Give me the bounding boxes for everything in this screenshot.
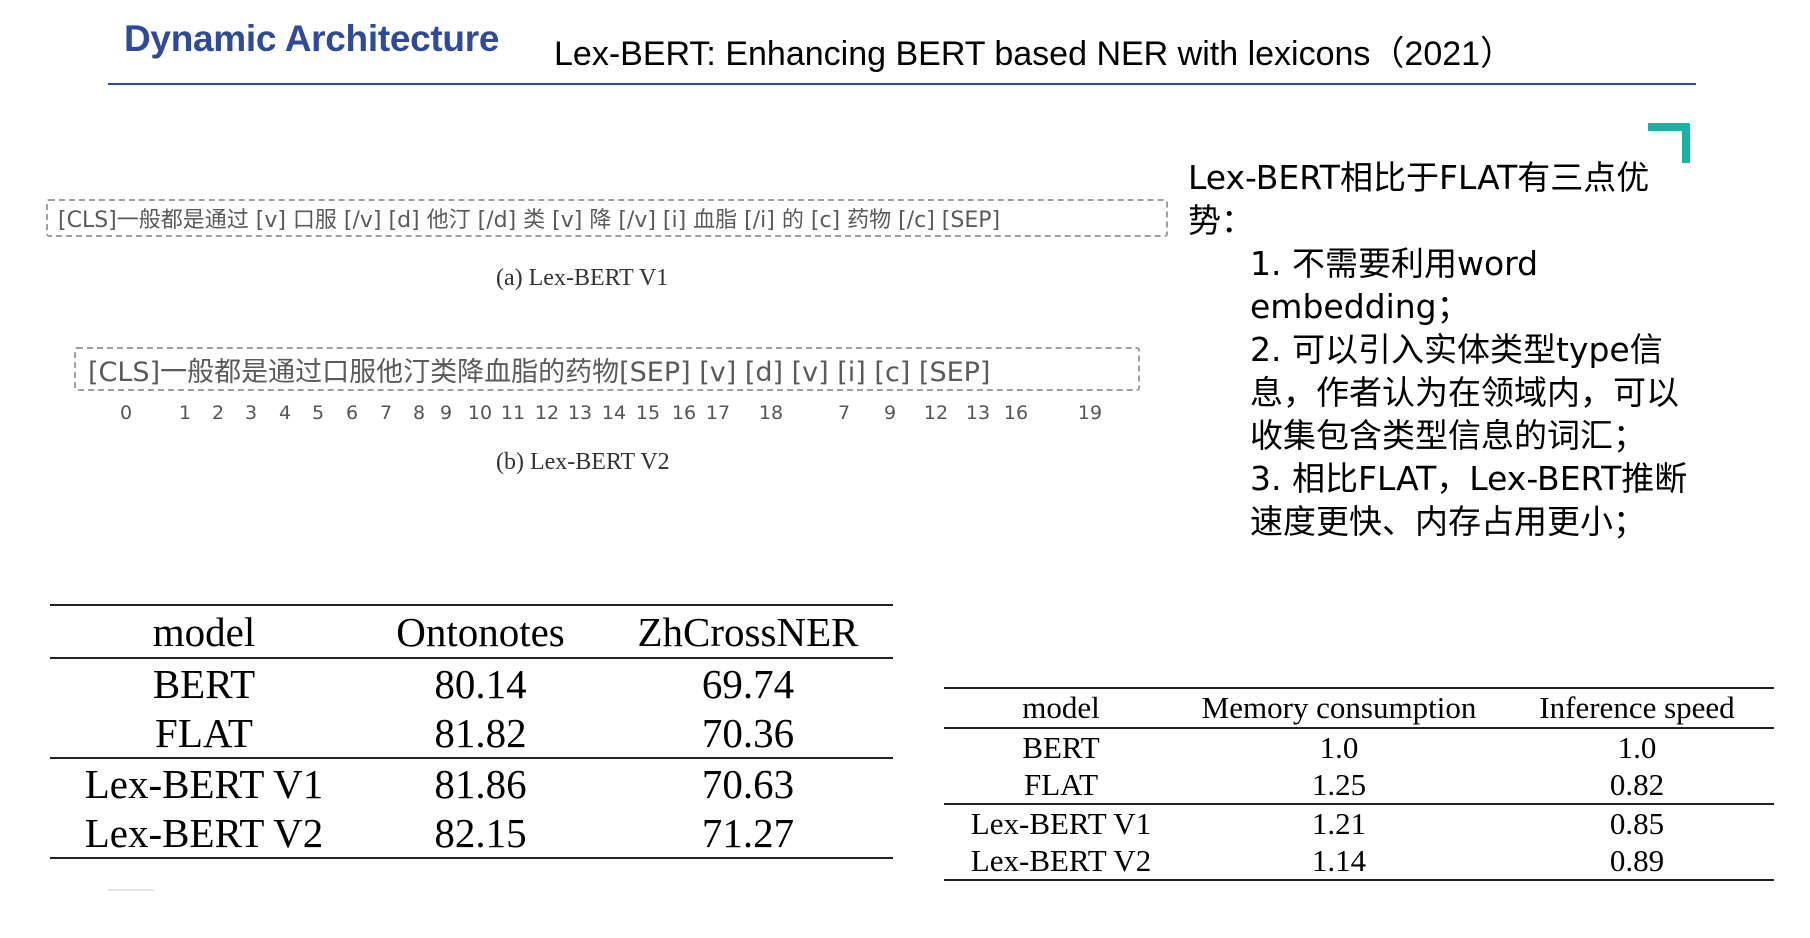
seq-v2-text: [CLS]一般都是通过口服他汀类降血脂的药物[SEP] [v] [d] [v] … [88,356,991,388]
corner-bracket-decoration [1648,123,1690,163]
header-cell: model [944,687,1178,729]
position-id: 11 [500,402,526,424]
position-id: 8 [412,402,426,424]
position-id: 7 [379,402,393,424]
position-id: 2 [211,402,225,424]
section-title: Dynamic Architecture [124,18,500,59]
position-id: 9 [439,402,453,424]
paper-title: Lex-BERT: Enhancing BERT based NER with … [554,35,1515,73]
table-cell: BERT [152,660,256,707]
position-id: 16 [671,402,697,424]
header-cell: model [50,604,358,659]
position-id: 12 [923,402,949,424]
table-cell: 80.14 [434,660,527,707]
header-divider [108,83,1696,85]
header-cell: Inference speed [1500,687,1774,729]
position-id: 7 [837,402,851,424]
advantages-intro: Lex-BERT相比于FLAT有三点优势： [1188,158,1650,240]
table-row: Lex-BERT V2 82.15 71.27 [50,808,893,859]
table-row: FLAT 1.25 0.82 [944,766,1774,804]
position-id: 14 [601,402,627,424]
table-cell: 70.63 [603,757,893,808]
advantage-item-1: 1. 不需要利用word embedding； [1250,244,1539,326]
table-cell: 1.21 [1178,803,1500,842]
table-row: BERT 80.14 69.74 [50,658,893,708]
table-cell: Lex-BERT V2 [944,842,1178,881]
table-cell: 0.89 [1500,842,1774,881]
position-id: 12 [534,402,560,424]
position-id: 13 [567,402,593,424]
position-id: 0 [119,402,133,424]
table-cell: BERT [1022,729,1100,765]
table-cell: 1.0 [1319,729,1359,765]
advantage-item-3: 3. 相比FLAT，Lex-BERT推断速度更快、内存占用更小； [1250,459,1688,541]
table-cell: Lex-BERT V1 [944,803,1178,842]
table-cell: 69.74 [701,660,795,707]
table-cell: 1.25 [1311,766,1367,802]
advantage-item-2: 2. 可以引入实体类型type信息，作者认为在领域内，可以收集包含类型信息的词汇… [1250,330,1679,455]
seq-v1-text: [CLS]一般都是通过 [v] 口服 [/v] [d] 他汀 [/d] 类 [v… [58,208,1001,233]
position-id: 1 [178,402,192,424]
table-cell: Lex-BERT V2 [50,808,358,859]
table-cell: 81.86 [358,757,603,808]
table-row: FLAT 81.82 70.36 [50,708,893,758]
table-cell: 1.0 [1617,729,1657,765]
position-id: 15 [635,402,661,424]
figure-caption-a: (a) Lex-BERT V1 [496,265,669,291]
table-cell: FLAT [155,709,253,756]
table-row: Lex-BERT V1 1.21 0.85 [944,803,1774,842]
table-cell: FLAT [1023,766,1099,802]
footer-divider [108,889,154,891]
table-cell: 82.15 [358,808,603,859]
table-cell: 70.36 [701,709,795,756]
table-row: Lex-BERT V1 81.86 70.63 [50,757,893,808]
ner-results-table: model Ontonotes ZhCrossNER BERT 80.14 69… [50,604,893,859]
table-cell: 71.27 [603,808,893,859]
position-id: 16 [1003,402,1029,424]
position-id: 4 [278,402,292,424]
position-id: 5 [311,402,325,424]
position-id: 18 [758,402,784,424]
position-id: 17 [705,402,731,424]
position-id: 13 [965,402,991,424]
table-header-row: model Memory consumption Inference speed [944,687,1774,729]
header-cell: ZhCrossNER [603,604,893,659]
lex-bert-v1-sequence: [CLS]一般都是通过 [v] 口服 [/v] [d] 他汀 [/d] 类 [v… [46,199,1168,237]
figure-caption-b: (b) Lex-BERT V2 [496,449,670,475]
header-cell: Memory consumption [1178,687,1500,729]
table-row: Lex-BERT V2 1.14 0.89 [944,842,1774,881]
position-id: 3 [244,402,258,424]
table-row: BERT 1.0 1.0 [944,728,1774,766]
table-cell: 0.85 [1500,803,1774,842]
efficiency-table: model Memory consumption Inference speed… [944,687,1774,881]
table-cell: 81.82 [434,709,527,756]
position-id: 6 [345,402,359,424]
table-cell: 1.14 [1178,842,1500,881]
table-cell: Lex-BERT V1 [50,757,358,808]
lex-bert-v2-sequence: [CLS]一般都是通过口服他汀类降血脂的药物[SEP] [v] [d] [v] … [74,347,1140,391]
table-cell: 0.82 [1609,766,1665,802]
position-id: 10 [467,402,493,424]
advantages-text: Lex-BERT相比于FLAT有三点优势： 1. 不需要利用word embed… [1188,156,1708,543]
header-cell: Ontonotes [358,604,603,659]
table-header-row: model Ontonotes ZhCrossNER [50,604,893,659]
position-id: 9 [883,402,897,424]
position-id: 19 [1077,402,1103,424]
